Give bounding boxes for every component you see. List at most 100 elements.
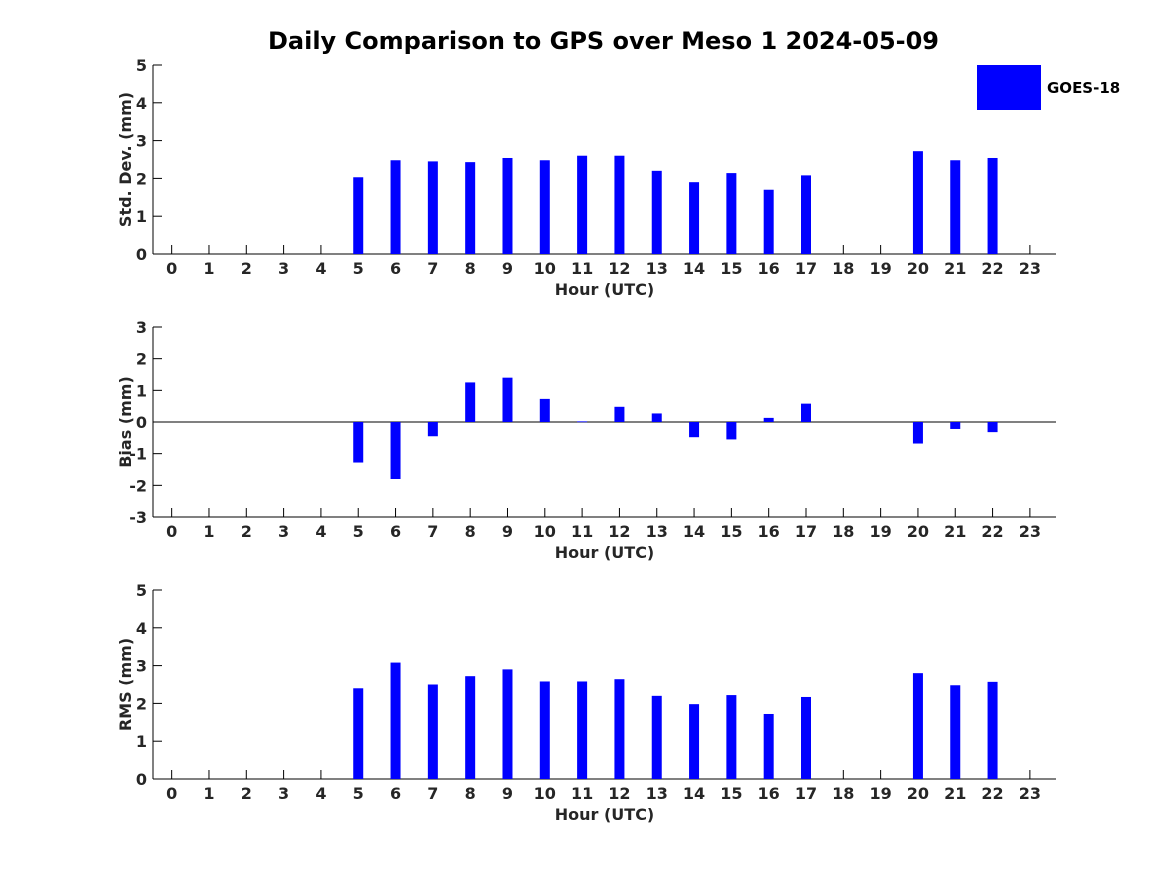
- bias-y-tick-label: 3: [136, 318, 147, 337]
- rms-x-tick-label: 9: [502, 784, 513, 803]
- rms-y-tick-label: 5: [136, 581, 147, 600]
- legend-swatch: [977, 65, 1041, 110]
- rms-x-tick-label: 10: [534, 784, 556, 803]
- std-x-tick-label: 5: [353, 259, 364, 278]
- rms-x-tick-label: 12: [608, 784, 630, 803]
- rms-bar-5: [353, 688, 364, 779]
- bias-x-tick-label: 1: [203, 522, 214, 541]
- rms-bar-17: [800, 696, 811, 779]
- std-y-tick-label: 1: [136, 207, 147, 226]
- rms-x-tick-label: 6: [390, 784, 401, 803]
- bias-y-tick-label: 2: [136, 350, 147, 369]
- std-x-tick-label: 19: [869, 259, 891, 278]
- std-x-tick-label: 2: [241, 259, 252, 278]
- figure-title: Daily Comparison to GPS over Meso 1 2024…: [267, 27, 940, 55]
- std-x-tick-label: 16: [758, 259, 780, 278]
- std-x-tick-label: 15: [720, 259, 742, 278]
- rms-bar-14: [689, 704, 700, 779]
- bias-bar-6: [390, 422, 401, 479]
- rms-x-tick-label: 5: [353, 784, 364, 803]
- std-y-tick-label: 5: [136, 56, 147, 75]
- std-bar-16: [763, 189, 774, 254]
- rms-y-axis-label: RMS (mm): [116, 638, 135, 731]
- rms-x-tick-label: 14: [683, 784, 705, 803]
- bias-bar-13: [651, 413, 662, 422]
- std-bar-21: [950, 160, 961, 254]
- rms-bar-12: [614, 679, 625, 779]
- bias-x-tick-label: 23: [1019, 522, 1041, 541]
- bias-y-tick-label: -1: [129, 445, 147, 464]
- std-x-tick-label: 1: [203, 259, 214, 278]
- bias-x-tick-label: 10: [534, 522, 556, 541]
- std-x-tick-label: 11: [571, 259, 593, 278]
- bias-bar-21: [950, 422, 961, 429]
- bias-bar-7: [427, 422, 438, 437]
- bias-x-tick-label: 11: [571, 522, 593, 541]
- bias-x-axis-label: Hour (UTC): [555, 543, 655, 562]
- std-x-tick-label: 0: [166, 259, 177, 278]
- std-x-tick-label: 21: [944, 259, 966, 278]
- std-y-tick-label: 3: [136, 132, 147, 151]
- std-bar-10: [539, 160, 550, 254]
- std-x-tick-label: 13: [646, 259, 668, 278]
- std-bar-15: [726, 173, 737, 254]
- std-x-tick-label: 7: [427, 259, 438, 278]
- rms-x-tick-label: 0: [166, 784, 177, 803]
- bias-bar-10: [539, 398, 550, 422]
- bias-x-tick-label: 0: [166, 522, 177, 541]
- std-x-tick-label: 6: [390, 259, 401, 278]
- rms-bar-21: [950, 685, 961, 779]
- rms-x-tick-label: 2: [241, 784, 252, 803]
- bias-x-tick-label: 18: [832, 522, 854, 541]
- bias-bar-16: [763, 417, 774, 422]
- bias-bar-11: [577, 421, 588, 423]
- std-x-tick-label: 17: [795, 259, 817, 278]
- rms-x-tick-label: 7: [427, 784, 438, 803]
- std-bar-13: [651, 170, 662, 254]
- std-x-tick-label: 23: [1019, 259, 1041, 278]
- rms-x-tick-label: 18: [832, 784, 854, 803]
- bias-x-tick-label: 20: [907, 522, 929, 541]
- rms-x-tick-label: 19: [869, 784, 891, 803]
- std-x-tick-label: 18: [832, 259, 854, 278]
- bias-x-tick-label: 21: [944, 522, 966, 541]
- bias-bar-14: [689, 422, 700, 438]
- std-x-tick-label: 12: [608, 259, 630, 278]
- rms-y-tick-label: 2: [136, 694, 147, 713]
- bias-x-tick-label: 13: [646, 522, 668, 541]
- bias-x-tick-label: 19: [869, 522, 891, 541]
- bias-x-tick-label: 4: [315, 522, 326, 541]
- bias-x-tick-label: 9: [502, 522, 513, 541]
- rms-bar-20: [912, 673, 923, 779]
- bias-x-tick-label: 6: [390, 522, 401, 541]
- rms-bar-10: [539, 681, 550, 779]
- rms-bar-11: [577, 681, 588, 779]
- rms-bar-15: [726, 695, 737, 779]
- rms-y-tick-label: 4: [136, 619, 147, 638]
- std-x-axis-label: Hour (UTC): [555, 280, 655, 299]
- std-bar-20: [912, 151, 923, 254]
- rms-x-tick-label: 8: [465, 784, 476, 803]
- bias-x-tick-label: 15: [720, 522, 742, 541]
- std-x-tick-label: 9: [502, 259, 513, 278]
- std-bar-11: [577, 155, 588, 254]
- rms-x-tick-label: 22: [981, 784, 1003, 803]
- std-y-tick-label: 4: [136, 94, 147, 113]
- rms-x-tick-label: 23: [1019, 784, 1041, 803]
- std-x-tick-label: 3: [278, 259, 289, 278]
- bias-x-tick-label: 5: [353, 522, 364, 541]
- std-x-tick-label: 14: [683, 259, 705, 278]
- std-bar-8: [465, 162, 476, 254]
- std-x-tick-label: 10: [534, 259, 556, 278]
- bias-bar-15: [726, 422, 737, 440]
- std-x-tick-label: 8: [465, 259, 476, 278]
- std-y-tick-label: 2: [136, 169, 147, 188]
- std-bar-22: [987, 157, 998, 254]
- rms-bar-9: [502, 669, 513, 779]
- bias-bar-5: [353, 422, 364, 463]
- rms-bar-16: [763, 713, 774, 779]
- bias-x-tick-label: 8: [465, 522, 476, 541]
- bias-bar-20: [912, 422, 923, 444]
